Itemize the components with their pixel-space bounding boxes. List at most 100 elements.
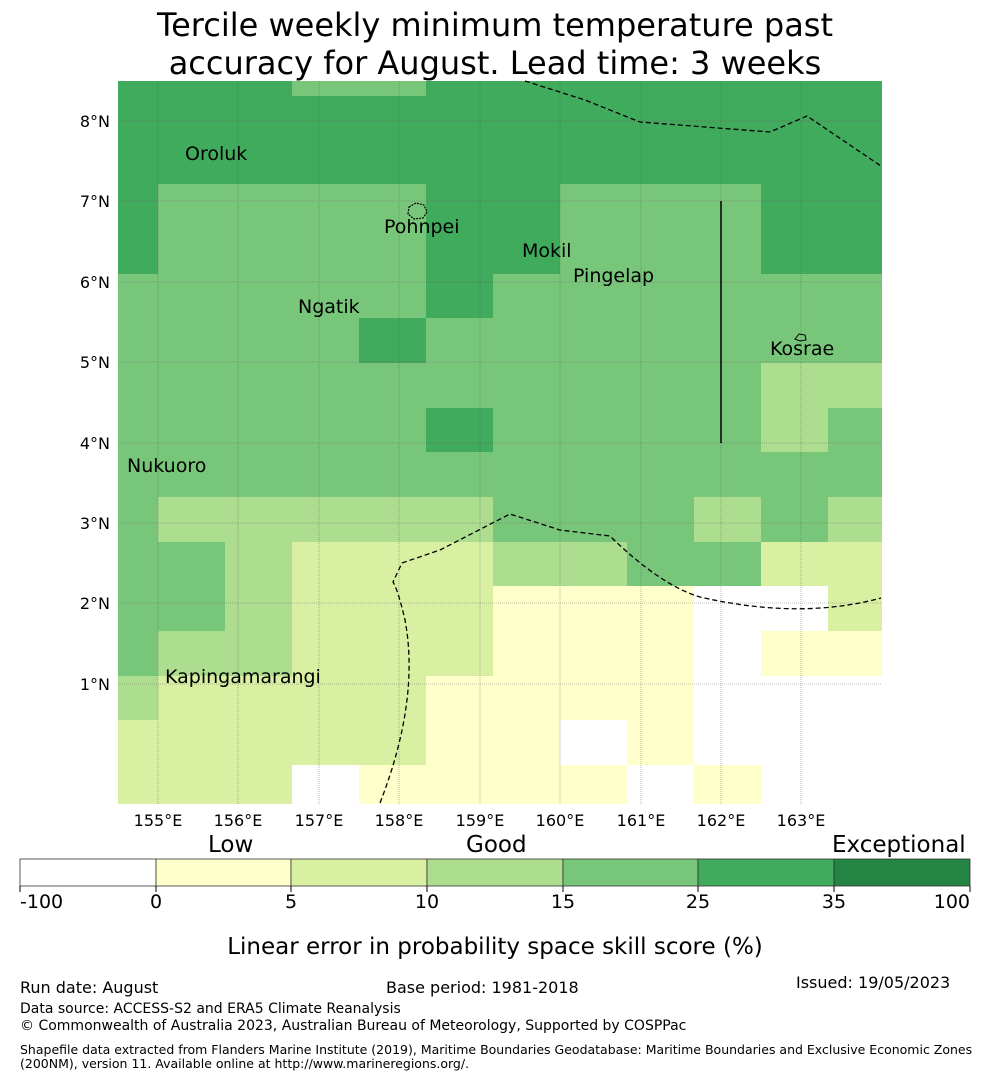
grid-cell: [158, 274, 225, 318]
grid-cell: [627, 497, 694, 542]
grid-cell: [359, 408, 426, 452]
colorbar-tick-label: 0: [150, 891, 162, 913]
grid-cell: [118, 184, 158, 274]
grid-cell: [694, 274, 761, 318]
grid-cell: [225, 274, 292, 318]
skill-map: 155°E 156°E 157°E 158°E 159°E 160°E 161°E 162°E…: [80, 80, 882, 830]
grid-cell: [761, 452, 828, 497]
grid-cell: [225, 765, 292, 804]
grid-cell: [694, 676, 761, 720]
grid-cell: [359, 497, 426, 542]
grid-cell: [292, 765, 359, 804]
grid-cell: [560, 184, 694, 274]
grid-cell: [359, 765, 426, 804]
grid-cell: [761, 81, 828, 96]
grid-cell: [828, 452, 882, 497]
grid-cell: [493, 586, 560, 631]
grid-cell: [627, 318, 694, 363]
grid-cell: [158, 586, 225, 631]
grid-cell: [158, 452, 225, 497]
place-label: Mokil: [522, 240, 572, 262]
colorbar-tick-label: 100: [934, 891, 970, 913]
grid-cell: [292, 452, 359, 497]
grid-cell: [225, 452, 292, 497]
grid-cell: [292, 497, 359, 542]
colorbar-label: Linear error in probability space skill …: [227, 934, 763, 960]
grid-cell: [359, 586, 426, 631]
grid-cell: [158, 96, 225, 184]
grid-cell: [761, 363, 828, 408]
grid-cell: [158, 318, 225, 363]
grid-cell: [493, 408, 560, 452]
grid-cell: [828, 586, 882, 631]
grid-cell: [493, 676, 560, 720]
grid-cell: [828, 497, 882, 542]
grid-cell: [426, 363, 493, 408]
grid-cell: [627, 408, 694, 452]
lon-tick-label: 163°E: [777, 811, 826, 830]
grid-cell: [828, 318, 882, 363]
lon-tick-label: 157°E: [295, 811, 344, 830]
grid-cell: [225, 81, 292, 96]
grid-cell: [118, 720, 158, 765]
grid-cell: [761, 765, 828, 804]
grid-cell: [560, 765, 627, 804]
legend-exceptional: Exceptional: [832, 832, 966, 858]
grid-cell: [225, 676, 292, 720]
grid-cell: [118, 631, 158, 676]
run-date: Run date: August: [20, 978, 159, 997]
lat-tick-label: 1°N: [80, 675, 110, 694]
grid-cell: [359, 363, 426, 408]
grid-cell: [694, 363, 761, 408]
grid-cell: [694, 765, 761, 804]
colorbar-bin: [155, 858, 292, 887]
grid-cell: [158, 363, 225, 408]
grid-cell: [828, 542, 882, 586]
grid-cell: [761, 318, 828, 363]
grid-cell: [828, 363, 882, 408]
grid-cell: [359, 542, 426, 586]
map-title: Tercile weekly minimum temperature past …: [0, 6, 990, 82]
shapefile-credit-1: Shapefile data extracted from Flanders M…: [20, 1042, 973, 1057]
grid-cell: [627, 720, 694, 765]
grid-cell: [493, 318, 560, 363]
lat-tick-label: 8°N: [80, 112, 110, 131]
grid-cell: [627, 765, 694, 804]
grid-cell: [761, 274, 828, 318]
grid-cell: [828, 720, 882, 765]
grid-cell: [359, 676, 426, 720]
legend-low: Low: [208, 832, 254, 858]
grid-cell: [118, 452, 158, 497]
grid-cell: [158, 184, 225, 274]
grid-cell: [292, 676, 359, 720]
grid-cell: [359, 274, 426, 318]
place-label: Kapingamarangi: [165, 666, 321, 688]
grid-cell: [694, 542, 761, 586]
grid-cell: [158, 542, 225, 586]
grid-cell: [493, 765, 560, 804]
grid-cell: [493, 631, 560, 676]
grid-cell: [426, 497, 493, 542]
grid-cell: [694, 631, 761, 676]
grid-cell: [225, 497, 292, 542]
colorbar-bins: [19, 858, 971, 887]
lon-tick-label: 160°E: [536, 811, 585, 830]
lon-tick-label: 158°E: [375, 811, 424, 830]
colorbar-tick-label: -100: [20, 891, 63, 913]
grid-cell: [828, 81, 882, 96]
colorbar-bin: [833, 858, 971, 887]
colorbar-tick-label: 35: [822, 891, 846, 913]
grid-cell: [828, 676, 882, 720]
grid-cell: [560, 676, 627, 720]
grid-cell: [118, 497, 158, 542]
colorbar-bin: [290, 858, 428, 887]
grid-cell: [627, 452, 694, 497]
grid-cell: [627, 96, 694, 184]
grid-cell: [627, 676, 694, 720]
grid-cell: [560, 452, 627, 497]
lat-tick-label: 7°N: [80, 192, 110, 211]
grid-cell: [493, 81, 560, 96]
grid-cell: [627, 586, 694, 631]
grid-cell: [560, 542, 627, 586]
